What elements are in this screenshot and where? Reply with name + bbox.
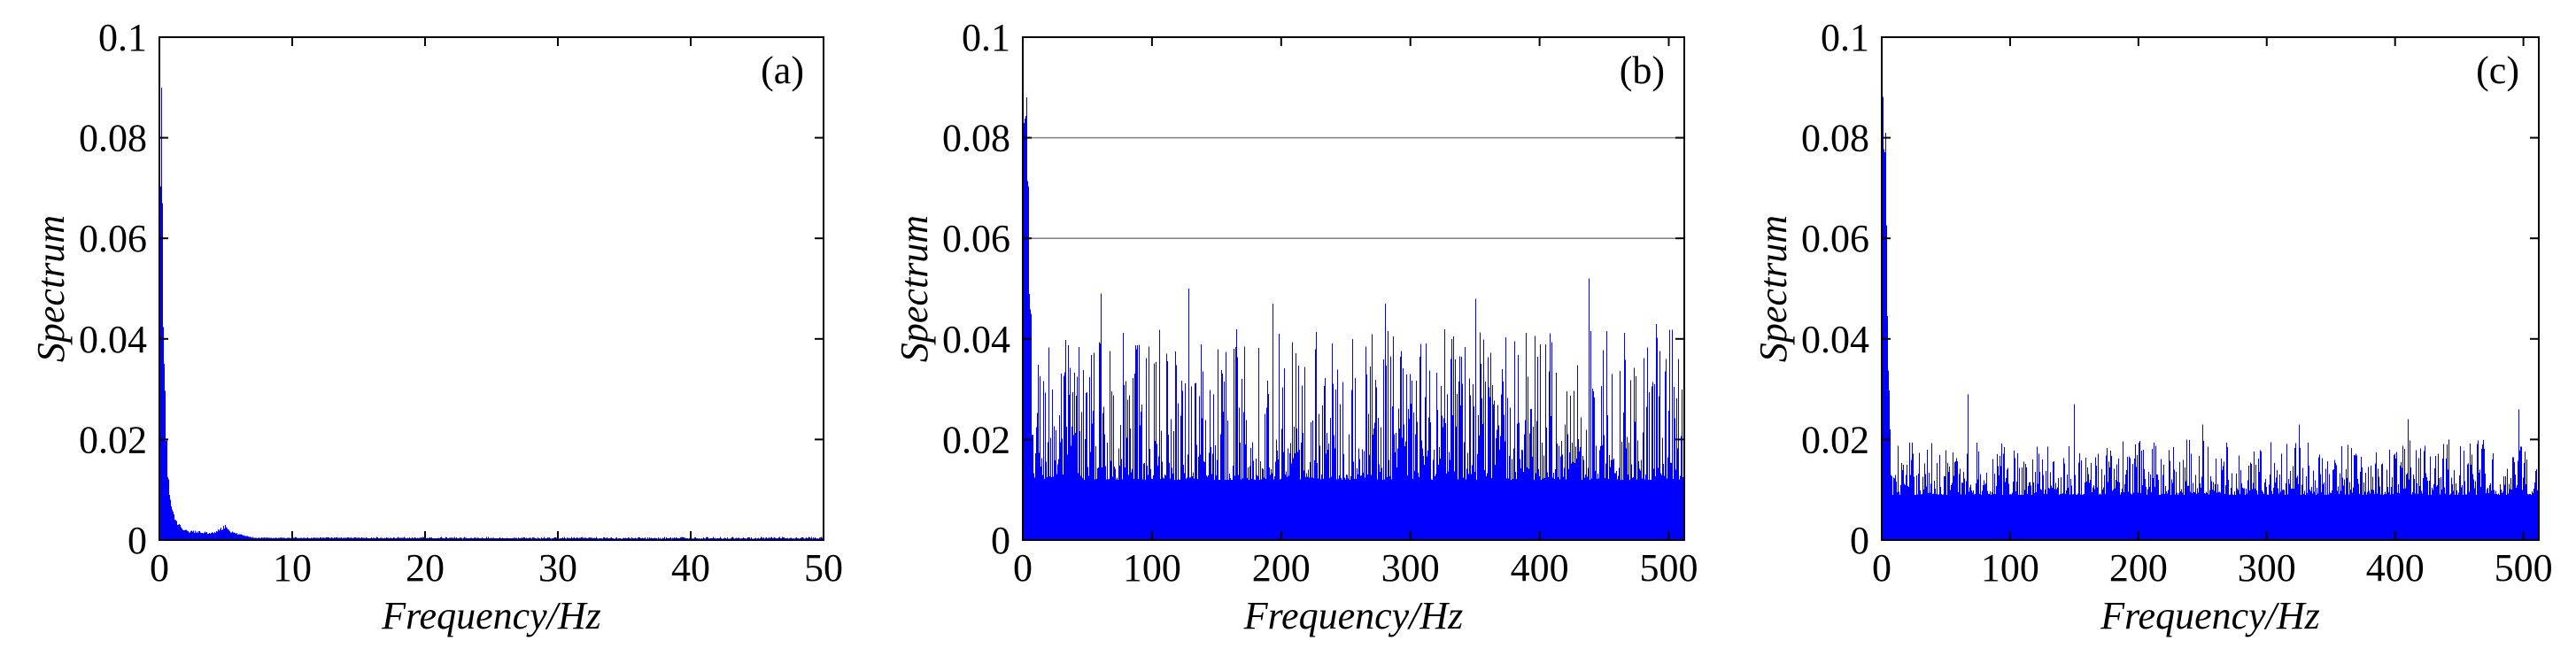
y-tick-label: 0.02 — [79, 418, 147, 461]
y-tick-label: 0.1 — [962, 16, 1010, 59]
plot-frame — [1022, 36, 1685, 541]
y-axis-label: Spectrum — [1752, 215, 1795, 362]
y-tick-label: 0.08 — [942, 117, 1010, 160]
y-tick-label: 0 — [991, 519, 1010, 562]
x-tick-label: 400 — [1511, 546, 1569, 590]
plot-frame — [159, 36, 824, 541]
spectrum-trace — [159, 37, 824, 540]
x-tick-label: 200 — [1252, 546, 1311, 590]
x-axis-label: Frequency/Hz — [381, 594, 601, 637]
y-tick-label: 0.04 — [79, 318, 147, 361]
chart-panel-1: 0 10 20 30 40 50 0 0.02 0.04 0.06 0.08 0.1 Frequency… — [29, 16, 843, 637]
y-tick-label: 0.06 — [1801, 217, 1869, 260]
spectrum-trace — [1881, 37, 2540, 540]
x-axis-label: Frequency/Hz — [2100, 594, 2320, 637]
spectrum-trace — [1022, 37, 1685, 540]
chart-panel-2: 0 100 200 300 400 500 0 0.02 0.04 0.06 0.08 0.1 Freq… — [893, 16, 1698, 637]
y-tick-label: 0.02 — [1801, 418, 1869, 461]
x-tick-label: 100 — [1123, 546, 1181, 590]
x-tick-label: 40 — [671, 546, 710, 590]
y-tick-label: 0.04 — [942, 318, 1010, 361]
x-tick-label: 400 — [2366, 546, 2425, 590]
y-tick-label: 0.1 — [1821, 16, 1869, 59]
y-tick-label: 0 — [1850, 519, 1869, 562]
x-tick-label: 500 — [2495, 546, 2553, 590]
y-tick-label: 0.06 — [942, 217, 1010, 260]
panel-label: (a) — [761, 49, 804, 92]
x-tick-label: 0 — [1013, 546, 1033, 590]
y-tick-label: 0.08 — [1801, 117, 1869, 160]
plot-frame — [1881, 36, 2540, 541]
y-axis-label: Spectrum — [29, 215, 73, 362]
x-axis-label: Frequency/Hz — [1243, 594, 1464, 637]
x-tick-label: 500 — [1639, 546, 1698, 590]
y-axis-label: Spectrum — [893, 215, 936, 362]
x-tick-label: 100 — [1981, 546, 2039, 590]
y-tick-label: 0.06 — [79, 217, 147, 260]
x-tick-label: 0 — [1872, 546, 1891, 590]
y-tick-label: 0.08 — [79, 117, 147, 160]
x-tick-label: 200 — [2109, 546, 2168, 590]
y-tick-label: 0 — [128, 519, 147, 562]
panel-label: (c) — [2476, 49, 2519, 92]
panel-label: (b) — [1620, 49, 1665, 92]
x-tick-label: 0 — [150, 546, 169, 590]
x-tick-label: 20 — [406, 546, 445, 590]
x-tick-label: 30 — [538, 546, 577, 590]
x-tick-label: 10 — [273, 546, 312, 590]
y-tick-label: 0.02 — [942, 418, 1010, 461]
x-tick-label: 300 — [2238, 546, 2296, 590]
y-tick-label: 0.04 — [1801, 318, 1869, 361]
chart-panel-3: 0 100 200 300 400 500 0 0.02 0.04 0.06 0.08 0.1 Freq… — [1752, 16, 2553, 637]
x-tick-label: 50 — [804, 546, 843, 590]
x-tick-label: 300 — [1381, 546, 1440, 590]
y-tick-label: 0.1 — [98, 16, 147, 59]
